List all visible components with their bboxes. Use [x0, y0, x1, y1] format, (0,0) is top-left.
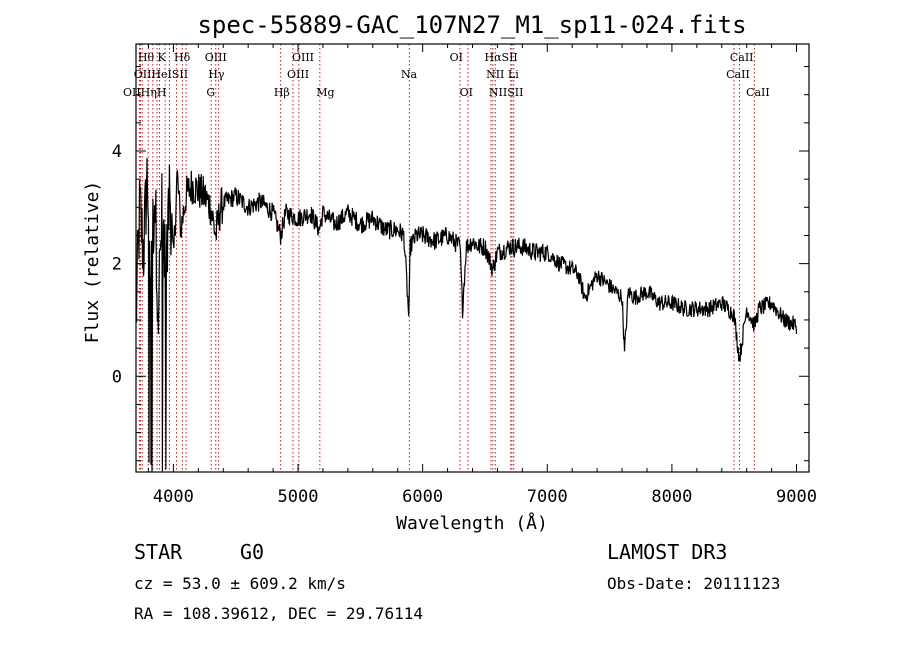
- object-subclass: G0: [240, 540, 265, 564]
- line-label-row1-5: CaII: [726, 68, 750, 81]
- survey-name: LAMOST DR3: [607, 540, 728, 564]
- line-label-row0-5: OI: [450, 51, 463, 64]
- line-label-row0-7: CaII: [730, 51, 754, 64]
- line-label-row1-4: NII Li: [486, 68, 519, 81]
- line-label-row1-2: OIII: [287, 68, 309, 81]
- line-label-row2-4: OI: [460, 86, 473, 99]
- y-axis-ticks: 0 2 4: [112, 66, 809, 462]
- plot-frame: [135, 43, 810, 473]
- line-label-row2-2: Hβ: [274, 86, 290, 99]
- line-label-row0-0: Hθ: [138, 51, 155, 64]
- y-axis-label: Flux (relative): [82, 181, 103, 344]
- chart-title: spec-55889-GAC_107N27_M1_sp11-024.fits: [197, 11, 746, 39]
- line-label-row0-2: Hδ: [174, 51, 191, 64]
- x-tick-label-4: 8000: [651, 487, 692, 507]
- x-tick-label-0: 4000: [153, 487, 194, 507]
- flux-series-line: [135, 157, 798, 473]
- line-label-row2-1: G: [206, 86, 215, 99]
- x-tick-label-3: 7000: [527, 487, 568, 507]
- line-label-row1-1: Hγ: [208, 68, 225, 81]
- line-label-row1-0: OIIHeISII: [134, 68, 188, 81]
- line-label-row0-1: K: [157, 51, 166, 64]
- line-label-row2-6: CaII: [746, 86, 770, 99]
- y-tick-label-2: 4: [112, 142, 122, 162]
- line-label-row1-3: Na: [401, 68, 418, 81]
- line-label-row0-6: HαSII: [485, 51, 518, 64]
- observation-date: Obs-Date: 20111123: [607, 574, 781, 593]
- line-label-row0-3: OIII: [205, 51, 227, 64]
- x-axis-ticks: 4000 5000 6000 7000 8000 9000: [147, 44, 817, 507]
- x-axis-label: Wavelength (Å): [396, 512, 548, 534]
- line-label-row2-5: NIISII: [489, 86, 524, 99]
- line-label-row0-4: OIII: [292, 51, 314, 64]
- y-tick-label-0: 0: [112, 367, 122, 387]
- redshift-cz: cz = 53.0 ± 609.2 km/s: [134, 574, 346, 593]
- x-tick-label-5: 9000: [776, 487, 817, 507]
- line-label-row2-0: OIIHηH: [123, 86, 166, 99]
- spectral-line-labels: Hθ K Hδ OIII OIII OI HαSII CaII OIIHeISII Hγ OIII N…: [123, 51, 770, 99]
- x-tick-label-1: 5000: [278, 487, 319, 507]
- x-tick-label-2: 6000: [402, 487, 443, 507]
- spectral-line-markers: [138, 44, 755, 472]
- line-label-row2-3: Mg: [316, 86, 334, 99]
- coordinates: RA = 108.39612, DEC = 29.76114: [134, 604, 423, 623]
- object-class: STAR: [134, 540, 183, 564]
- y-tick-label-1: 2: [112, 255, 122, 275]
